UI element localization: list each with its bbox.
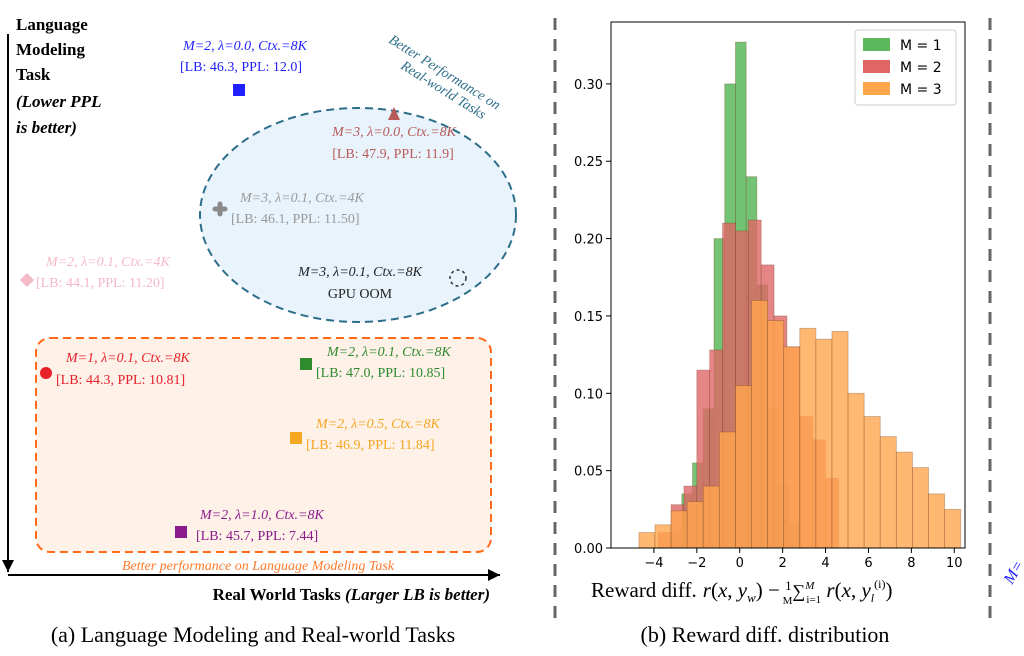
point-label-config-5: M=1, λ=0.1, Ctx.=8K (65, 351, 191, 366)
hist-bar-series-3 (799, 327, 817, 549)
point-label-config-6: M=2, λ=0.1, Ctx.=8K (326, 345, 452, 360)
histogram-bars (638, 41, 962, 549)
y-axis-note-line-1: (Lower PPL (16, 92, 101, 111)
point-marker-2 (212, 201, 228, 217)
language-modeling-region-box (35, 337, 492, 553)
point-marker-4 (449, 269, 467, 287)
hist-bar-series-3 (638, 532, 656, 549)
hist-bar-series-3 (879, 436, 897, 549)
hist-bar-series-3 (863, 416, 881, 549)
point-label-config-1: M=3, λ=0.0, Ctx.=8K (331, 125, 457, 140)
legend-swatch-m1 (863, 38, 890, 51)
hist-bar-series-3 (654, 524, 672, 549)
hist-bar-series-3 (670, 510, 688, 549)
point-label-config-3: M=2, λ=0.1, Ctx.=4K (45, 255, 171, 270)
hist-bar-series-3 (735, 385, 752, 549)
point-label-config-0: M=2, λ=0.0, Ctx.=8K (182, 39, 308, 54)
x-axis-label: Real World Tasks (Larger LB is better) (213, 585, 490, 604)
point-label-metrics-3: [LB: 44.1, PPL: 11.20] (36, 276, 165, 291)
point-label-metrics-6: [LB: 47.0, PPL: 10.85] (316, 366, 445, 381)
legend-swatch-m3 (863, 82, 890, 95)
point-label-config-4: M=3, λ=0.1, Ctx.=8K (297, 265, 423, 280)
region-label-language-modeling: Better performance on Language Modeling … (122, 559, 395, 574)
panel-a-caption: (a) Language Modeling and Real-world Tas… (51, 622, 455, 647)
hist-bar-series-3 (831, 331, 849, 549)
legend-label-m3: M = 3 (900, 82, 942, 98)
y-axis-label-line-1: Language (16, 15, 88, 34)
point-marker-6 (300, 358, 312, 370)
x-tick-label: −2 (687, 556, 706, 571)
histogram-ticks: −4 −2 0 2 4 6 8 10 0.00 0.05 0.10 0.15 0.20 0.25 0.30 (574, 78, 962, 571)
y-tick-label: 0.25 (574, 155, 603, 170)
hist-bar-series-3 (751, 300, 769, 549)
hist-bar-series-3 (783, 346, 801, 549)
x-tick-label: −4 (644, 556, 663, 571)
y-axis-note-line-2: is better) (16, 118, 77, 137)
panel-b-histogram: −4 −2 0 2 4 6 8 100.000.050.100.150.200.250.30 … (574, 21, 966, 647)
point-marker-5 (40, 367, 52, 379)
x-tick-label: 0 (736, 556, 744, 571)
hist-bar-series-3 (847, 392, 865, 549)
x-tick-label: 10 (946, 556, 963, 571)
x-tick-label: 4 (821, 556, 829, 571)
y-tick-label: 0.15 (574, 310, 603, 325)
point-marker-0 (233, 84, 245, 96)
hist-bar-series-3 (815, 338, 833, 549)
point-label-metrics-8: [LB: 45.7, PPL: 7.44] (196, 529, 318, 544)
point-label-config-2: M=3, λ=0.1, Ctx.=4K (239, 191, 365, 206)
point-label-metrics-1: [LB: 47.9, PPL: 11.9] (332, 147, 454, 162)
right-edge-fragment: M= (1000, 558, 1024, 588)
histogram-x-axis-label: Reward diff. r(x, yw) − 1 M∑M i=1 r(x, yl(i… (591, 577, 892, 607)
x-tick-label: 2 (778, 556, 786, 571)
hist-bar-series-3 (944, 508, 962, 549)
histogram-legend: M = 1 M = 2 M = 3 (854, 29, 957, 106)
y-tick-label: 0.30 (574, 78, 603, 93)
legend-swatch-m2 (863, 60, 890, 73)
point-label-metrics-4: GPU OOM (328, 287, 393, 302)
histogram-frame (610, 21, 966, 549)
point-marker-1 (388, 107, 400, 120)
hist-bar-series-3 (928, 493, 946, 549)
hist-bar-series-3 (702, 485, 720, 549)
point-marker-8 (175, 526, 187, 538)
point-label-metrics-2: [LB: 46.1, PPL: 11.50] (231, 212, 360, 227)
panel-b-caption: (b) Reward diff. distribution (641, 622, 890, 647)
hist-bar-series-3 (767, 320, 785, 549)
x-tick-label: 8 (907, 556, 915, 571)
y-tick-label: 0.05 (574, 465, 603, 480)
real-world-region-ellipse (199, 107, 517, 323)
legend-label-m1: M = 1 (900, 38, 942, 54)
y-tick-label: 0.10 (574, 387, 603, 402)
point-marker-7 (290, 432, 302, 444)
point-marker-3 (20, 273, 34, 287)
point-label-metrics-0: [LB: 46.3, PPL: 12.0] (180, 60, 302, 75)
hist-bar-series-3 (718, 431, 736, 549)
x-tick-label: 6 (864, 556, 872, 571)
point-label-config-7: M=2, λ=0.5, Ctx.=8K (315, 417, 441, 432)
y-tick-label: 0.00 (574, 542, 603, 557)
y-tick-label: 0.20 (574, 233, 603, 248)
y-axis-label-line-2: Modeling (16, 40, 85, 59)
legend-label-m2: M = 2 (900, 60, 942, 76)
y-axis-label-line-3: Task (16, 65, 51, 84)
point-label-config-8: M=2, λ=1.0, Ctx.=8K (199, 508, 325, 523)
hist-bar-series-3 (686, 501, 704, 549)
panel-a-scatter: Language Modeling Task (Lower PPL is bet… (2, 15, 517, 647)
point-label-metrics-7: [LB: 46.9, PPL: 11.84] (306, 438, 435, 453)
hist-bar-series-3 (895, 451, 913, 549)
hist-bar-series-3 (912, 467, 929, 549)
point-label-metrics-5: [LB: 44.3, PPL: 10.81] (56, 373, 185, 388)
